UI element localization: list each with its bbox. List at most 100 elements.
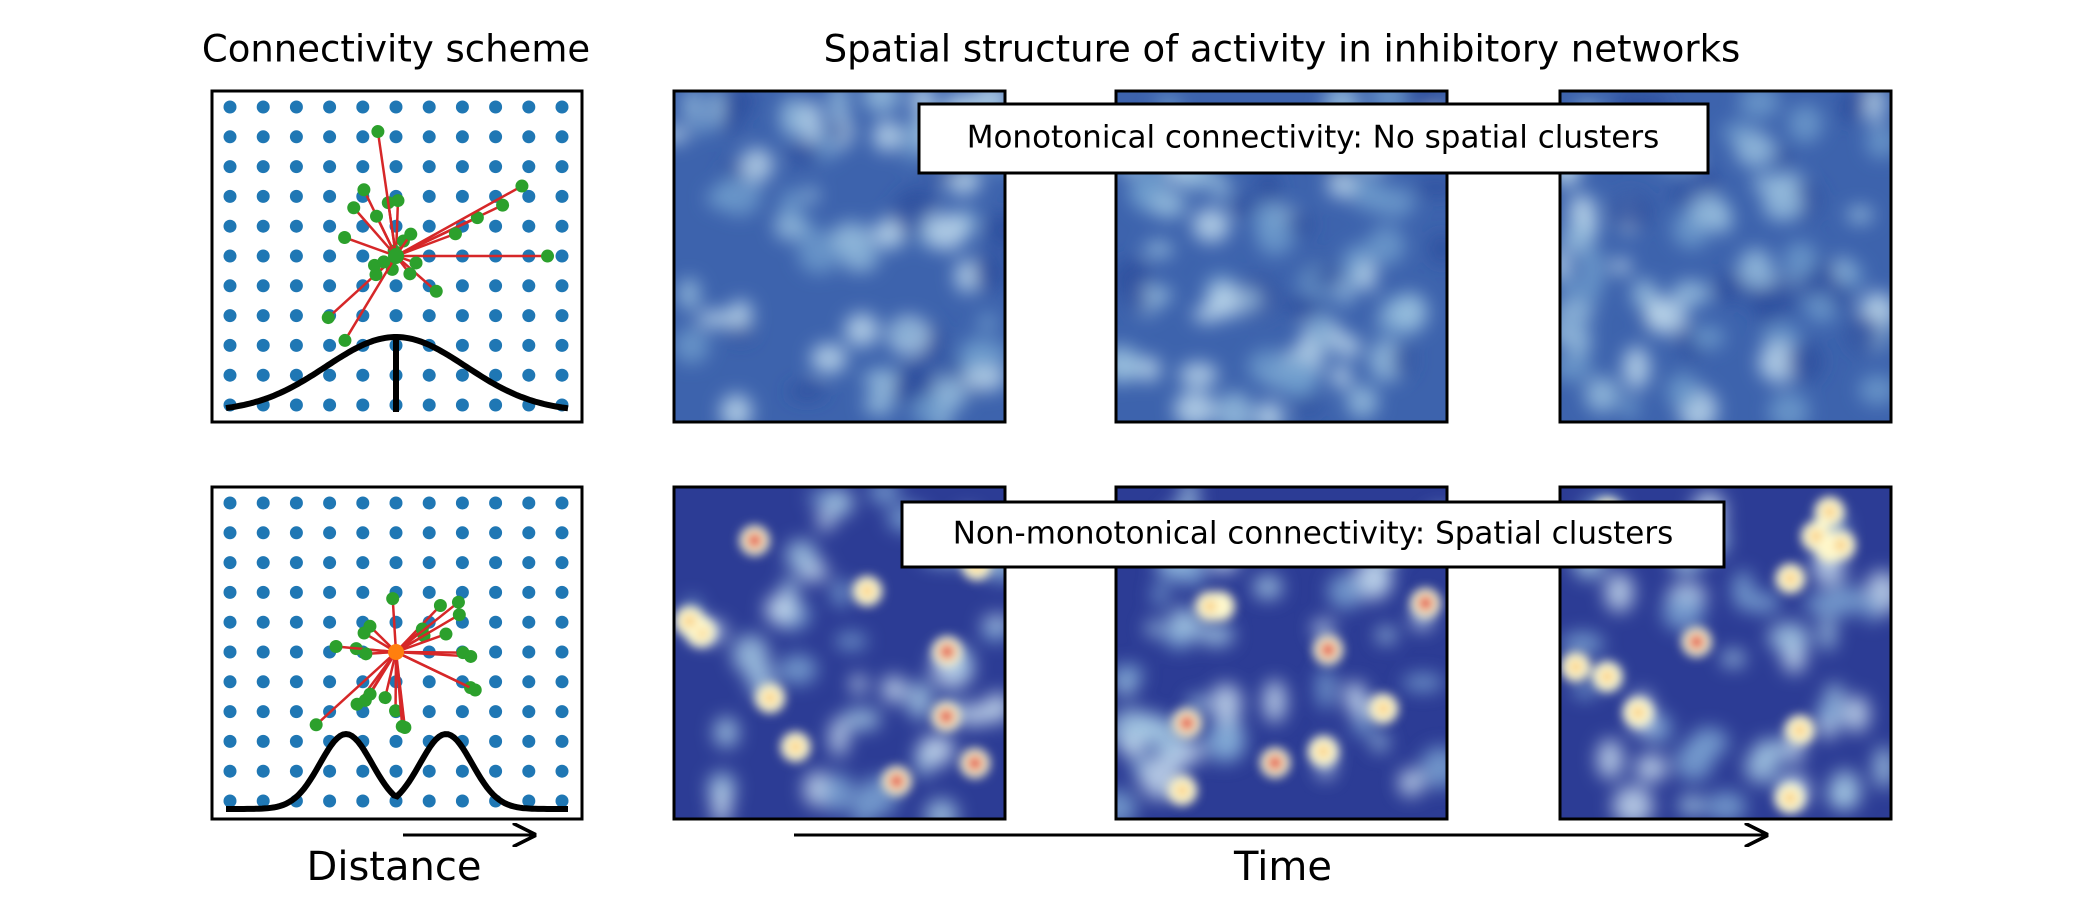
neuron — [256, 100, 270, 114]
target — [452, 608, 466, 622]
neuron — [455, 705, 469, 719]
blob — [1327, 573, 1364, 610]
neuron — [522, 219, 536, 233]
blob — [1414, 178, 1447, 196]
blob — [824, 488, 854, 518]
neuron — [422, 556, 436, 570]
neuron — [389, 556, 403, 570]
neuron — [356, 160, 370, 174]
neuron — [555, 794, 569, 808]
spot-core — [1632, 706, 1645, 719]
neuron — [555, 556, 569, 570]
blob — [1391, 344, 1414, 377]
blob — [1787, 341, 1823, 382]
target — [363, 687, 377, 701]
blob — [1865, 91, 1885, 124]
neuron — [489, 100, 503, 114]
neuron — [455, 309, 469, 323]
blob — [1690, 193, 1728, 229]
spot-core — [888, 773, 905, 790]
neuron — [455, 189, 469, 203]
blob — [1312, 619, 1335, 639]
neuron — [223, 794, 237, 808]
neuron — [256, 249, 270, 263]
row-labels: Monotonical connectivity: No spatial clu… — [900, 102, 1726, 569]
neuron — [323, 279, 337, 293]
neuron — [389, 496, 403, 510]
blob — [1834, 256, 1851, 282]
neuron — [289, 556, 303, 570]
spot-core — [1601, 670, 1614, 683]
target — [309, 718, 323, 732]
target — [370, 209, 384, 223]
target — [391, 194, 405, 208]
neuron — [455, 279, 469, 293]
spot-core — [1267, 754, 1284, 771]
neuron — [256, 615, 270, 629]
blob — [828, 122, 847, 141]
blob — [712, 787, 731, 819]
neuron — [422, 794, 436, 808]
blob — [890, 324, 923, 344]
panel-border — [1558, 89, 1893, 424]
neuron — [323, 160, 337, 174]
blob — [906, 681, 934, 720]
neuron — [422, 100, 436, 114]
neuron — [489, 219, 503, 233]
connection — [394, 651, 404, 727]
blob — [674, 126, 688, 143]
target — [451, 595, 465, 609]
blob — [1846, 206, 1874, 224]
target — [468, 683, 482, 697]
blob — [1560, 301, 1596, 323]
target — [347, 201, 361, 215]
neuron — [256, 764, 270, 778]
blob — [1137, 356, 1161, 382]
neuron — [555, 130, 569, 144]
blob — [1209, 683, 1243, 723]
neuron — [389, 526, 403, 540]
spot-core — [1176, 784, 1189, 797]
neuron — [256, 705, 270, 719]
blob — [1174, 391, 1216, 422]
blob — [1846, 313, 1881, 353]
blob — [1775, 148, 1792, 167]
neuron — [256, 368, 270, 382]
neuron — [289, 526, 303, 540]
neuron — [223, 496, 237, 510]
neuron — [223, 585, 237, 599]
blob — [1819, 613, 1836, 652]
time-label: Time — [1233, 844, 1332, 890]
neuron — [289, 705, 303, 719]
neuron — [555, 368, 569, 382]
neuron — [289, 338, 303, 352]
neuron — [289, 100, 303, 114]
neuron — [356, 368, 370, 382]
blob — [1352, 714, 1374, 737]
blob — [1560, 249, 1569, 279]
spot-core — [1810, 530, 1823, 543]
neuron — [489, 130, 503, 144]
neuron — [256, 189, 270, 203]
neuron — [489, 585, 503, 599]
connection — [395, 184, 523, 258]
blob — [1843, 695, 1870, 733]
neuron — [256, 279, 270, 293]
blob — [1216, 392, 1254, 422]
neuron — [256, 338, 270, 352]
neuron — [356, 794, 370, 808]
neuron — [356, 309, 370, 323]
blob — [1787, 104, 1823, 144]
neuron — [289, 219, 303, 233]
blob — [1578, 247, 1607, 290]
neuron — [422, 764, 436, 778]
blob — [1745, 592, 1780, 614]
neuron — [356, 398, 370, 412]
blob — [1330, 364, 1352, 389]
neuron — [323, 130, 337, 144]
label-box — [917, 102, 1710, 175]
neuron — [555, 615, 569, 629]
neuron — [522, 100, 536, 114]
neuron — [323, 794, 337, 808]
neuron — [455, 556, 469, 570]
